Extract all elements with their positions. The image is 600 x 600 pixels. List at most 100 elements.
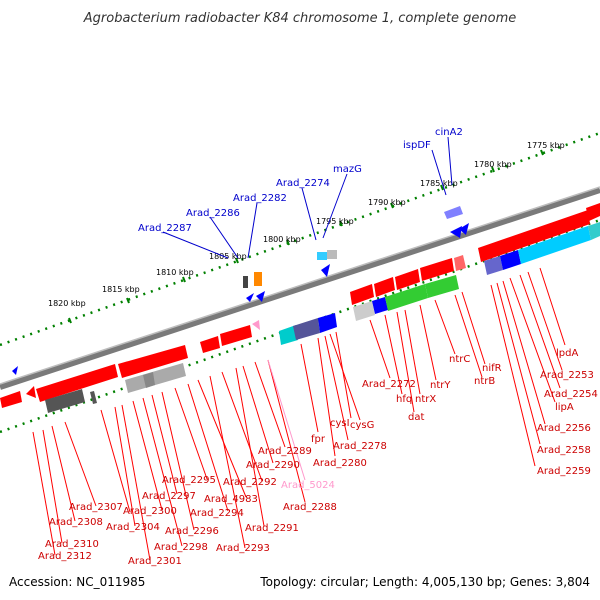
reverse-gene[interactable] — [586, 203, 600, 221]
gene-label[interactable]: lpdA — [556, 348, 578, 359]
gene-label[interactable]: Arad_2300 — [123, 506, 177, 517]
gene-block[interactable] — [90, 391, 97, 404]
forward-gene-arrow[interactable] — [246, 293, 254, 302]
gene-block[interactable] — [518, 226, 591, 264]
reverse-gene[interactable] — [36, 364, 118, 402]
forward-gene-arrow[interactable] — [256, 291, 265, 302]
gene-label[interactable]: Arad_2254 — [544, 389, 598, 400]
gene-block[interactable] — [45, 389, 85, 413]
gene-label[interactable]: fpr — [311, 434, 326, 445]
reverse-gene[interactable] — [220, 325, 252, 346]
gene-label[interactable]: ntrB — [474, 376, 495, 387]
accession-text: Accession: NC_011985 — [9, 575, 145, 589]
reverse-gene[interactable] — [478, 210, 590, 262]
gene-label[interactable]: Arad_2282 — [233, 193, 287, 204]
gene-label-pseudo[interactable]: Arad_5024 — [281, 480, 335, 491]
forward-gene-box[interactable] — [243, 276, 248, 288]
backbone-highlight — [0, 186, 600, 385]
forward-gene-arrow[interactable] — [459, 223, 469, 235]
forward-genes — [12, 206, 469, 375]
gene-block[interactable] — [425, 275, 459, 298]
reverse-gene[interactable] — [118, 345, 188, 378]
scale-label: 1785 kbp — [420, 179, 458, 188]
gene-label[interactable]: Arad_2287 — [138, 223, 192, 234]
reverse-gene[interactable] — [374, 277, 395, 297]
gene-block[interactable] — [588, 222, 600, 240]
forward-gene-arrow[interactable] — [12, 366, 18, 375]
gene-label[interactable]: Arad_2253 — [540, 370, 594, 381]
gene-label[interactable]: Arad_2290 — [246, 460, 300, 471]
gene-label[interactable]: Arad_2292 — [223, 477, 277, 488]
reverse-gene[interactable] — [420, 258, 454, 281]
gene-label[interactable]: lipA — [555, 402, 574, 413]
scale-label: 1780 kbp — [474, 160, 512, 169]
gene-label[interactable]: Arad_2298 — [154, 542, 208, 553]
gene-label[interactable]: Arad_2304 — [106, 522, 160, 533]
forward-gene-arrow[interactable] — [321, 264, 330, 277]
reverse-gene[interactable] — [200, 336, 220, 353]
reverse-gene[interactable] — [454, 255, 466, 271]
gene-label[interactable]: Arad_2295 — [162, 475, 216, 486]
gene-block[interactable] — [125, 363, 186, 393]
scale-label: 1790 kbp — [368, 198, 406, 207]
gene-label[interactable]: nifR — [482, 363, 502, 374]
reverse-gene[interactable] — [0, 391, 22, 408]
gene-label[interactable]: Arad_2286 — [186, 208, 240, 219]
gene-label[interactable]: Arad_2293 — [216, 543, 270, 554]
gene-label[interactable]: hfq — [396, 394, 412, 405]
gene-label[interactable]: Arad_4983 — [204, 494, 258, 505]
gene-block[interactable] — [500, 250, 521, 270]
gene-label[interactable]: ispDF — [403, 140, 431, 151]
reverse-gene-pseudo[interactable] — [252, 320, 260, 330]
gene-label[interactable]: Arad_2280 — [313, 458, 367, 469]
pseudo-leader — [267, 359, 306, 481]
gene-label[interactable]: Arad_2274 — [276, 178, 330, 189]
gene-label[interactable]: cysI — [330, 418, 350, 429]
gene-label[interactable]: Arad_2258 — [537, 445, 591, 456]
gene-block[interactable] — [143, 372, 155, 388]
gene-label[interactable]: Arad_2297 — [142, 491, 196, 502]
gene-label[interactable]: Arad_2278 — [333, 441, 387, 452]
gene-label[interactable]: Arad_2296 — [165, 526, 219, 537]
gene-label[interactable]: Arad_2291 — [245, 523, 299, 534]
gene-block[interactable] — [484, 256, 503, 275]
scale-label: 1795 kbp — [316, 217, 354, 226]
gene-label[interactable]: mazG — [333, 164, 362, 175]
forward-gene-box[interactable] — [444, 206, 463, 219]
gene-label[interactable]: Arad_2312 — [38, 551, 92, 562]
reverse-genes — [0, 203, 600, 408]
reverse-gene[interactable] — [350, 284, 374, 305]
forward-gene-box[interactable] — [327, 250, 337, 259]
scale-label: 1805 kbp — [209, 252, 247, 261]
gene-label[interactable]: Arad_2301 — [128, 556, 182, 567]
gene-label[interactable]: Arad_2294 — [190, 508, 244, 519]
gene-label[interactable]: Arad_2272 — [362, 379, 416, 390]
gene-label[interactable]: cysG — [350, 420, 374, 431]
forward-gene-box[interactable] — [317, 252, 327, 260]
gene-block[interactable] — [372, 297, 388, 314]
gene-label[interactable]: Arad_2256 — [537, 423, 591, 434]
gene-block[interactable] — [279, 325, 298, 345]
scale-label: 1815 kbp — [102, 285, 140, 294]
reverse-gene[interactable] — [26, 386, 36, 398]
gene-label[interactable]: ntrC — [449, 354, 470, 365]
gene-label[interactable]: Arad_2310 — [45, 539, 99, 550]
gene-block[interactable] — [318, 313, 337, 333]
gene-block[interactable] — [293, 318, 320, 340]
genome-summary-text: Topology: circular; Length: 4,005,130 bp… — [259, 575, 590, 589]
gene-block[interactable] — [353, 301, 375, 321]
forward-gene-box[interactable] — [254, 272, 262, 286]
reverse-gene[interactable] — [395, 269, 420, 290]
gene-label[interactable]: Arad_2307 — [69, 502, 123, 513]
gene-label[interactable]: ntrX — [415, 394, 436, 405]
gene-label[interactable]: Arad_2289 — [258, 446, 312, 457]
gene-label[interactable]: cinA2 — [435, 127, 463, 138]
gene-label[interactable]: dat — [408, 412, 424, 423]
gene-label[interactable]: ntrY — [430, 380, 451, 391]
gene-label[interactable]: Arad_2288 — [283, 502, 337, 513]
reverse-labels-right: lpdA Arad_2253 Arad_2254 lipA Arad_2256 … — [311, 348, 598, 477]
gene-block[interactable] — [385, 284, 428, 311]
gene-label[interactable]: Arad_2259 — [537, 466, 591, 477]
gene-label[interactable]: Arad_2308 — [49, 517, 103, 528]
